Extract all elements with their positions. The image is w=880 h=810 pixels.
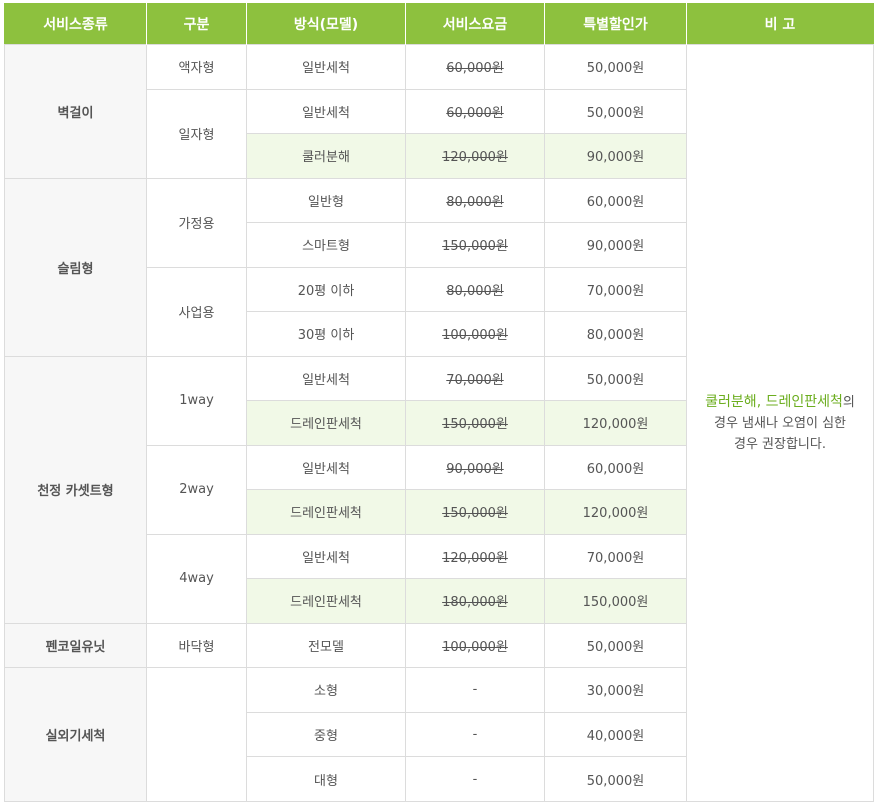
service-price-cell: 60,000원	[405, 44, 545, 90]
method-cell: 일반형	[246, 177, 406, 224]
note-line-3: 경우 권장합니다.	[734, 436, 826, 452]
discount-price-cell: 120,000원	[544, 489, 687, 535]
service-price-cell: 100,000원	[405, 311, 545, 357]
service-price-cell: 60,000원	[405, 88, 545, 135]
sub-straight-type: 일자형	[146, 88, 247, 179]
table-row: 2way 일반세척 90,000원 60,000원	[5, 444, 874, 535]
service-price-cell: -	[405, 711, 545, 758]
service-price-cell: 90,000원	[405, 444, 545, 491]
sub-1way: 1way	[146, 355, 247, 446]
discount-price-cell: 50,000원	[544, 756, 687, 802]
group-slim: 슬림형	[4, 177, 147, 357]
method-cell: 중형	[246, 711, 406, 758]
note-tail: 의	[842, 394, 855, 410]
discount-price-cell: 70,000원	[544, 533, 687, 580]
sub-4way: 4way	[146, 533, 247, 624]
table-row-highlighted: 드레인판세척 150,000원 120,000원	[5, 489, 874, 535]
service-price-cell: 180,000원	[405, 578, 545, 624]
service-price-cell: 150,000원	[405, 222, 545, 268]
table-row: 슬림형 가정용 일반형 80,000원 60,000원	[4, 177, 874, 357]
group-fan-coil-unit: 펜코일유닛	[4, 622, 147, 669]
service-price-cell: 150,000원	[405, 400, 545, 446]
discount-price-cell: 50,000원	[544, 44, 687, 90]
discount-price-cell: 50,000원	[544, 355, 687, 402]
discount-price-cell: 50,000원	[544, 622, 687, 669]
method-cell: 일반세척	[246, 355, 406, 402]
table-row: 중형 - 40,000원	[5, 711, 874, 758]
discount-price-cell: 60,000원	[544, 444, 687, 491]
note-cell: 쿨러분해, 드레인판세척의 경우 냄새나 오염이 심한 경우 권장합니다.	[686, 44, 874, 802]
service-price-cell: 70,000원	[405, 355, 545, 402]
discount-price-cell: 120,000원	[544, 400, 687, 446]
table-row: 벽걸이 액자형 일반세척 60,000원 50,000원 쿨러분해, 드레인판세…	[4, 44, 874, 802]
service-price-cell: 120,000원	[405, 133, 545, 179]
method-cell: 스마트형	[246, 222, 406, 268]
header-special-discount: 특별할인가	[544, 3, 687, 45]
sub-floor-type: 바닥형	[146, 622, 247, 669]
header-service-price: 서비스요금	[405, 3, 545, 45]
discount-price-cell: 30,000원	[544, 667, 687, 713]
table-row-highlighted: 드레인판세척 150,000원 120,000원	[5, 400, 874, 446]
method-cell: 드레인판세척	[246, 578, 406, 624]
method-cell: 전모델	[246, 622, 406, 669]
header-category: 구분	[146, 3, 247, 45]
method-cell: 30평 이하	[246, 311, 406, 357]
discount-price-cell: 80,000원	[544, 311, 687, 357]
sub-business-use: 사업용	[146, 266, 247, 357]
discount-price-cell: 90,000원	[544, 133, 687, 179]
sub-empty	[146, 667, 247, 802]
method-cell: 일반세척	[246, 444, 406, 491]
note-separator: ,	[756, 393, 766, 410]
service-price-cell: -	[405, 756, 545, 802]
header-note: 비 고	[686, 3, 874, 45]
table-header-row: 서비스종류 구분 방식(모델) 서비스요금 특별할인가 비 고	[4, 3, 874, 45]
method-cell: 드레인판세척	[246, 400, 406, 446]
discount-price-cell: 90,000원	[544, 222, 687, 268]
method-cell: 대형	[246, 756, 406, 802]
note-highlight-drain: 드레인판세척	[765, 393, 843, 410]
service-price-cell: 80,000원	[405, 266, 545, 313]
sub-home-use: 가정용	[146, 177, 247, 268]
table-row: 실외기세척 소형 - 30,000원	[4, 667, 874, 802]
method-cell: 드레인판세척	[246, 489, 406, 535]
table-row: 사업용 20평 이하 80,000원 70,000원	[5, 266, 874, 357]
method-cell: 소형	[246, 667, 406, 713]
discount-price-cell: 40,000원	[544, 711, 687, 758]
note-highlight-cooler: 쿨러분해	[705, 393, 757, 410]
method-cell: 20평 이하	[246, 266, 406, 313]
service-price-cell: -	[405, 667, 545, 713]
service-price-cell: 80,000원	[405, 177, 545, 224]
table-row: 스마트형 150,000원 90,000원	[5, 222, 874, 268]
service-price-cell: 100,000원	[405, 622, 545, 669]
group-outdoor-unit-cleaning: 실외기세척	[4, 667, 147, 802]
price-table: 서비스종류 구분 방식(모델) 서비스요금 특별할인가 비 고 벽걸이 액자형 …	[4, 3, 874, 802]
discount-price-cell: 70,000원	[544, 266, 687, 313]
table-row: 30평 이하 100,000원 80,000원	[5, 311, 874, 357]
table-row: 펜코일유닛 바닥형 전모델 100,000원 50,000원	[4, 622, 874, 669]
group-ceiling-cassette: 천정 카셋트형	[4, 355, 147, 624]
table-row: 대형 - 50,000원	[5, 756, 874, 802]
header-method: 방식(모델)	[246, 3, 406, 45]
method-cell: 일반세척	[246, 44, 406, 90]
discount-price-cell: 60,000원	[544, 177, 687, 224]
method-cell: 일반세척	[246, 88, 406, 135]
sub-frame-type: 액자형	[146, 44, 247, 90]
method-cell: 쿨러분해	[246, 133, 406, 179]
group-wall-mount: 벽걸이	[4, 44, 147, 179]
discount-price-cell: 150,000원	[544, 578, 687, 624]
header-service-type: 서비스종류	[4, 3, 147, 45]
service-price-cell: 120,000원	[405, 533, 545, 580]
note-line-2: 경우 냄새나 오염이 심한	[714, 415, 846, 431]
table-row-highlighted: 쿨러분해 120,000원 90,000원	[5, 133, 874, 179]
table-row: 4way 일반세척 120,000원 70,000원	[5, 533, 874, 624]
table-row-highlighted: 드레인판세척 180,000원 150,000원	[5, 578, 874, 624]
method-cell: 일반세척	[246, 533, 406, 580]
table-row: 일자형 일반세척 60,000원 50,000원	[5, 88, 874, 179]
service-price-cell: 150,000원	[405, 489, 545, 535]
sub-2way: 2way	[146, 444, 247, 535]
discount-price-cell: 50,000원	[544, 88, 687, 135]
table-row: 천정 카셋트형 1way 일반세척 70,000원 50,000원	[4, 355, 874, 624]
